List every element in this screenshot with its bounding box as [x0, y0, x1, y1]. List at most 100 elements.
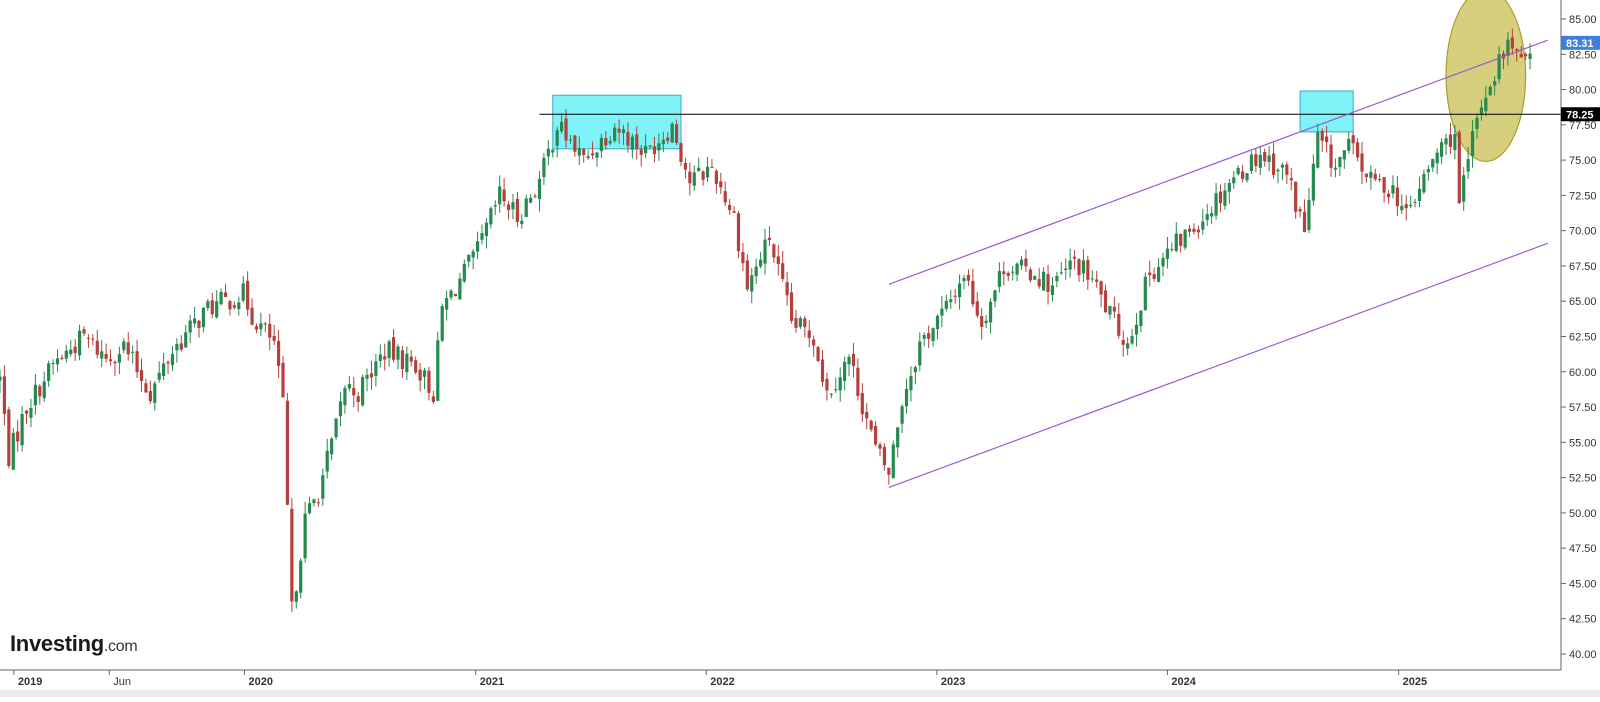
candle-body [1294, 181, 1298, 212]
candle-body [1187, 228, 1192, 232]
candle-body [436, 340, 440, 401]
candle-body [272, 336, 276, 341]
candle-body [1404, 204, 1408, 209]
candle-body [1316, 132, 1320, 168]
candle-body [1395, 187, 1399, 207]
logo-wordmark: Investing.com [10, 631, 137, 656]
candle-body [1002, 271, 1006, 275]
time-tick-label: Jun [113, 676, 131, 688]
candle-body [829, 393, 833, 395]
candle-body [781, 263, 785, 280]
candle-body [259, 323, 263, 330]
candle-body [666, 137, 670, 141]
candle-body [254, 326, 259, 330]
candle-body [480, 233, 484, 240]
candle-body [927, 333, 931, 339]
candle-body [719, 181, 723, 188]
candle-body [64, 350, 68, 359]
candle-body [635, 134, 639, 150]
price-tick-label: 70.00 [1569, 226, 1597, 238]
price-tick-label: 47.50 [1569, 543, 1597, 555]
candle-body [626, 132, 630, 146]
candle-body [701, 171, 705, 180]
candle-body [1161, 257, 1165, 267]
candle-body [1086, 260, 1090, 280]
candle-body [1285, 164, 1289, 175]
price-tick-label: 65.00 [1569, 296, 1597, 308]
candle-body [533, 195, 537, 197]
candle-body [139, 370, 144, 382]
candle-body [980, 316, 984, 327]
candle-body [1121, 339, 1125, 345]
price-tick-label: 60.00 [1569, 367, 1597, 379]
candle-body [763, 239, 767, 264]
candle-body [988, 301, 993, 323]
candle-body [51, 363, 55, 365]
candle-body [374, 361, 378, 376]
candle-body [1249, 154, 1254, 172]
candle-body [42, 381, 46, 399]
candle-body [1470, 131, 1475, 157]
candle-body [1289, 178, 1293, 181]
logo-suffix: .com [104, 638, 137, 655]
candle-body [440, 306, 444, 341]
candle-body [1019, 259, 1024, 266]
candle-body [710, 166, 714, 168]
time-tick-label: 2023 [941, 676, 965, 688]
candle-body [1338, 157, 1342, 168]
price-tick-label: 67.50 [1569, 261, 1597, 273]
candle-body [506, 204, 511, 211]
candle-body [529, 197, 533, 203]
candle-body [1139, 310, 1143, 327]
candle-body [77, 330, 82, 356]
candle-body [966, 274, 971, 281]
candle-body [330, 438, 334, 455]
candle-body [1444, 138, 1448, 145]
candle-body [1466, 159, 1470, 172]
candle-body [1245, 173, 1249, 181]
candle-body [1271, 153, 1276, 175]
candle-body [1510, 37, 1514, 49]
candle-body [935, 315, 940, 330]
candle-body [1435, 152, 1439, 164]
candle-body [617, 128, 621, 133]
candle-body [414, 360, 418, 373]
candle-body [383, 356, 387, 360]
price-tick-label: 42.50 [1569, 614, 1597, 626]
candle-body [117, 354, 121, 363]
candle-body [1196, 229, 1200, 233]
candle-body [1311, 163, 1315, 201]
candle-body [60, 357, 64, 359]
candle-body [215, 301, 219, 318]
candle-body [1015, 263, 1019, 275]
candle-body [498, 186, 502, 205]
candle-body [321, 475, 325, 499]
candle-body [1307, 200, 1311, 230]
candle-body [1174, 233, 1178, 251]
candle-body [1064, 268, 1068, 271]
candle-body [502, 189, 506, 202]
candle-body [1099, 281, 1103, 295]
candle-body [736, 213, 741, 252]
candle-body [604, 138, 608, 146]
candle-body [568, 139, 573, 141]
candle-body [851, 353, 856, 366]
candle-body [268, 323, 272, 338]
candle-body [882, 446, 887, 466]
candle-body [316, 502, 320, 504]
candle-body [1351, 135, 1355, 144]
candle-body [843, 361, 847, 381]
candle-body [135, 351, 139, 373]
candle-body [343, 387, 347, 406]
candle-body [250, 307, 254, 325]
candle-body [1042, 271, 1046, 291]
candle-body [276, 340, 281, 366]
candle-body [803, 318, 807, 328]
candle-body [246, 280, 250, 310]
candle-body [347, 383, 351, 389]
candle-body [918, 341, 922, 366]
candle-body [1232, 177, 1236, 184]
candle-body [0, 376, 2, 381]
